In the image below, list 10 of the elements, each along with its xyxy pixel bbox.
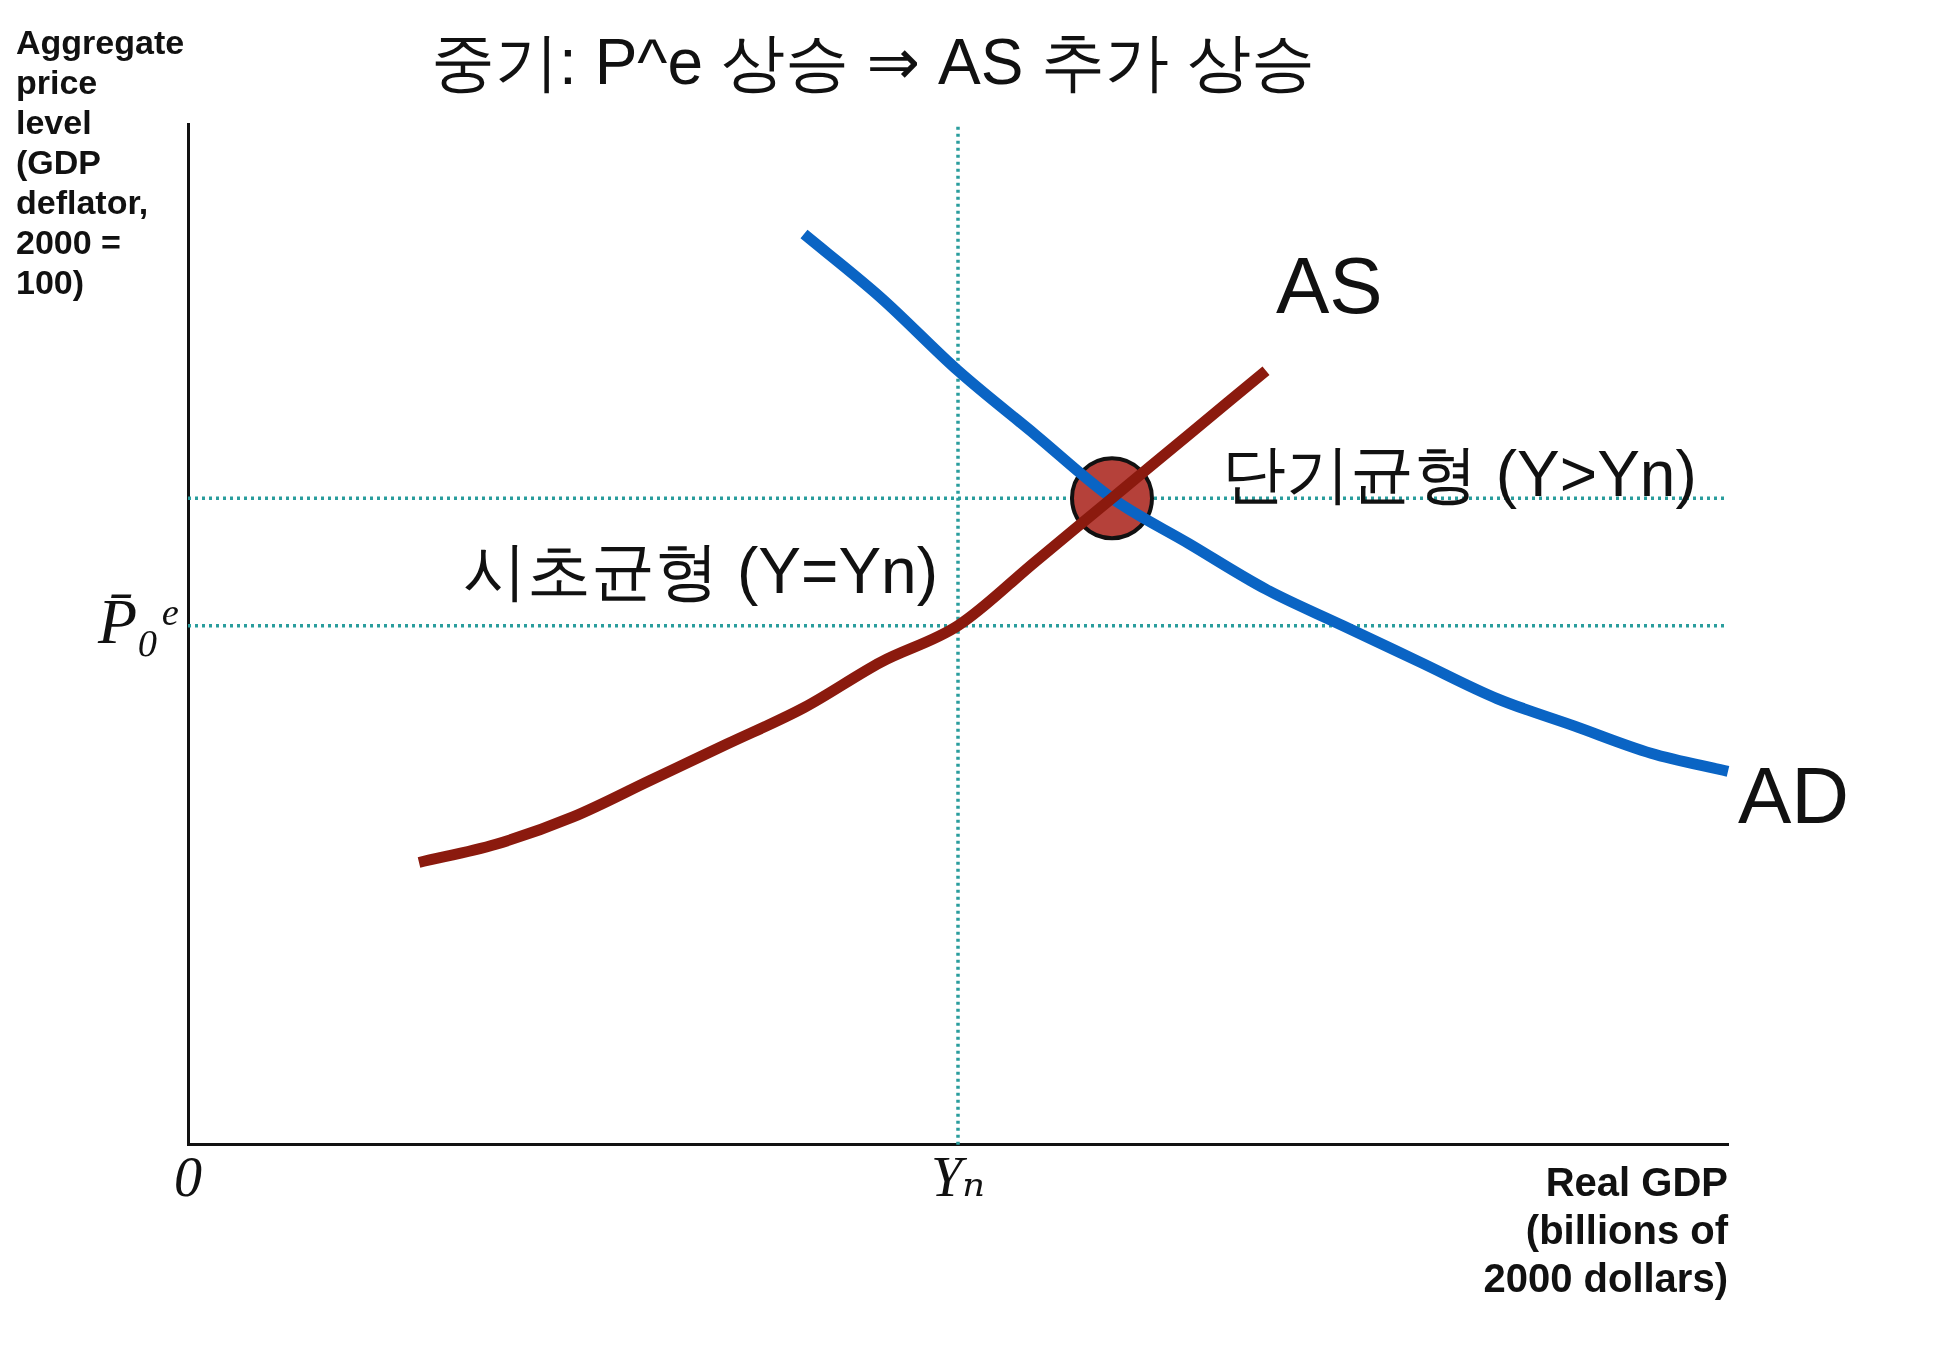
x-tick-label: 0	[174, 1146, 202, 1209]
chart-title: 중기: P^e 상승 ⇒ AS 추가 상승	[431, 26, 1315, 99]
series-label: AS	[1276, 240, 1383, 330]
x-tick-label: Yₙ	[931, 1146, 985, 1209]
x-axis-title: Real GDP (billions of 2000 dollars)	[1483, 1159, 1729, 1300]
y-axis-title: Aggregate price level (GDP deflator, 2000 = 100)	[16, 23, 185, 302]
ref-line-label: P̄₀ᵉ	[96, 585, 179, 657]
annotation: 단기균형 (Y>Yn)	[1222, 437, 1697, 510]
annotation: 시초균형 (Y=Yn)	[463, 535, 938, 608]
series-label: AD	[1738, 751, 1850, 841]
